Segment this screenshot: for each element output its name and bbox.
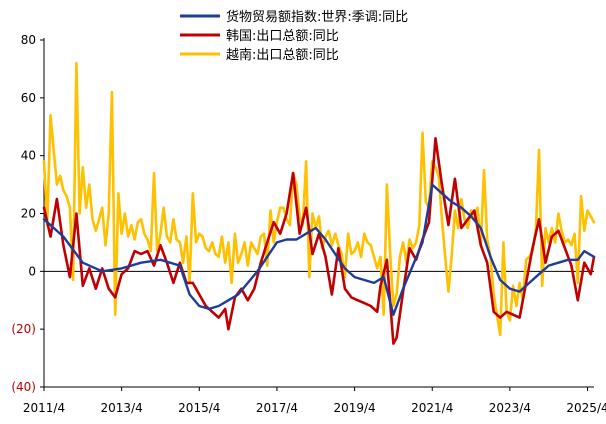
- legend-label-1: 韩国:出口总额:同比: [226, 29, 339, 44]
- y-tick-label: (40): [11, 380, 36, 394]
- x-tick-label: 2013/4: [101, 401, 143, 415]
- series-line-1: [42, 137, 596, 345]
- y-tick-label: 0: [28, 264, 36, 278]
- x-tick-label: 2023/4: [489, 401, 531, 415]
- legend-label-2: 越南:出口总额:同比: [226, 47, 339, 63]
- series-line-2: [42, 61, 596, 337]
- x-tick-label: 2011/4: [23, 401, 65, 415]
- x-tick-label: 2019/4: [333, 401, 375, 415]
- y-tick-label: (20): [11, 322, 36, 336]
- y-tick-label: 40: [21, 149, 36, 163]
- y-tick-label: 80: [21, 33, 36, 47]
- y-tick-label: 60: [21, 91, 36, 105]
- x-tick-label: 2017/4: [256, 401, 298, 415]
- x-tick-label: 2021/4: [411, 401, 453, 415]
- x-tick-label: 2015/4: [178, 401, 220, 415]
- x-tick-label: 2025/4: [566, 401, 606, 415]
- y-tick-label: 20: [21, 207, 36, 221]
- legend-label-0: 货物贸易额指数:世界:季调:同比: [226, 9, 408, 25]
- series-line-0: [42, 183, 596, 316]
